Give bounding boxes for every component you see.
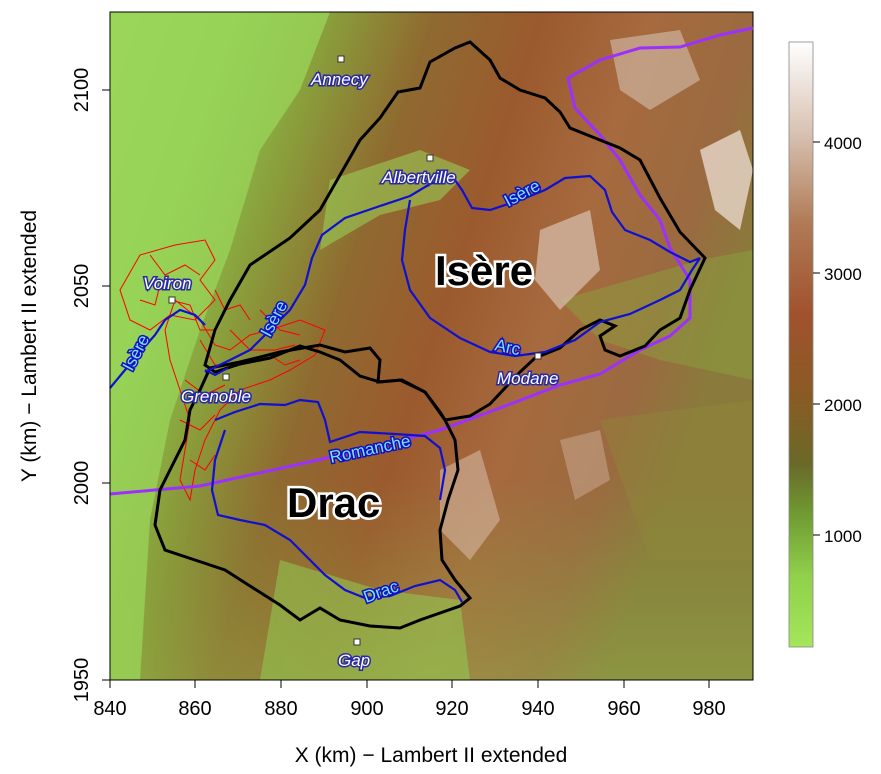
y-axis: 1950 2000 2050 2100 Y (km) − Lambert II … bbox=[18, 12, 111, 703]
y-tick-label: 2000 bbox=[71, 461, 93, 506]
terrain-raster bbox=[110, 12, 753, 680]
colorbar-tick-label: 1000 bbox=[824, 527, 862, 546]
basin-label-isere: Isère bbox=[435, 247, 533, 294]
colorbar-tick-label: 4000 bbox=[824, 134, 862, 153]
elevation-colorbar: 1000 2000 3000 4000 bbox=[788, 41, 862, 648]
city-marker-gap bbox=[353, 638, 361, 646]
city-label-gap: Gap bbox=[338, 651, 370, 670]
colorbar-tick-label: 3000 bbox=[824, 265, 862, 284]
city-marker-annecy bbox=[337, 55, 345, 63]
y-axis-title: Y (km) − Lambert II extended bbox=[18, 210, 41, 482]
city-markers bbox=[168, 55, 542, 646]
x-tick-label: 980 bbox=[692, 698, 725, 720]
city-marker-albertville bbox=[426, 154, 434, 162]
river-grenoble-segment bbox=[204, 367, 229, 377]
x-tick-label: 940 bbox=[521, 698, 554, 720]
x-tick-label: 920 bbox=[435, 698, 468, 720]
x-tick-label: 880 bbox=[264, 698, 297, 720]
river-network bbox=[109, 174, 701, 603]
x-axis: 840 860 880 900 920 940 960 980 X (km) −… bbox=[93, 679, 753, 767]
x-tick-label: 840 bbox=[93, 698, 126, 720]
city-marker-modane bbox=[534, 352, 542, 360]
colorbar-tick-label: 2000 bbox=[824, 396, 862, 415]
city-label-grenoble: Grenoble bbox=[181, 387, 251, 406]
y-tick-label: 2100 bbox=[71, 68, 93, 113]
x-axis-title: X (km) − Lambert II extended bbox=[295, 744, 568, 767]
city-label-voiron: Voiron bbox=[143, 274, 192, 293]
basin-drac-outline bbox=[153, 343, 473, 630]
city-label-annecy: Annecy bbox=[310, 70, 369, 89]
x-tick-label: 900 bbox=[350, 698, 383, 720]
city-marker-voiron bbox=[168, 296, 176, 304]
sub-catchments bbox=[119, 239, 326, 502]
city-label-modane: Modane bbox=[497, 369, 558, 388]
x-tick-label: 860 bbox=[178, 698, 211, 720]
basin-label-drac: Drac bbox=[287, 479, 380, 526]
city-label-albertville: Albertville bbox=[381, 168, 456, 187]
x-tick-label: 960 bbox=[607, 698, 640, 720]
border-line bbox=[109, 26, 754, 496]
y-tick-label: 1950 bbox=[71, 658, 93, 703]
city-marker-grenoble bbox=[222, 373, 230, 381]
y-tick-label: 2050 bbox=[71, 264, 93, 309]
